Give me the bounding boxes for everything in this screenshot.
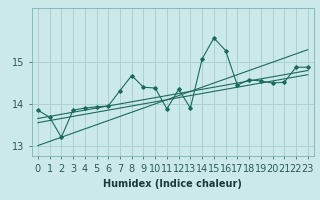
X-axis label: Humidex (Indice chaleur): Humidex (Indice chaleur) — [103, 179, 242, 189]
